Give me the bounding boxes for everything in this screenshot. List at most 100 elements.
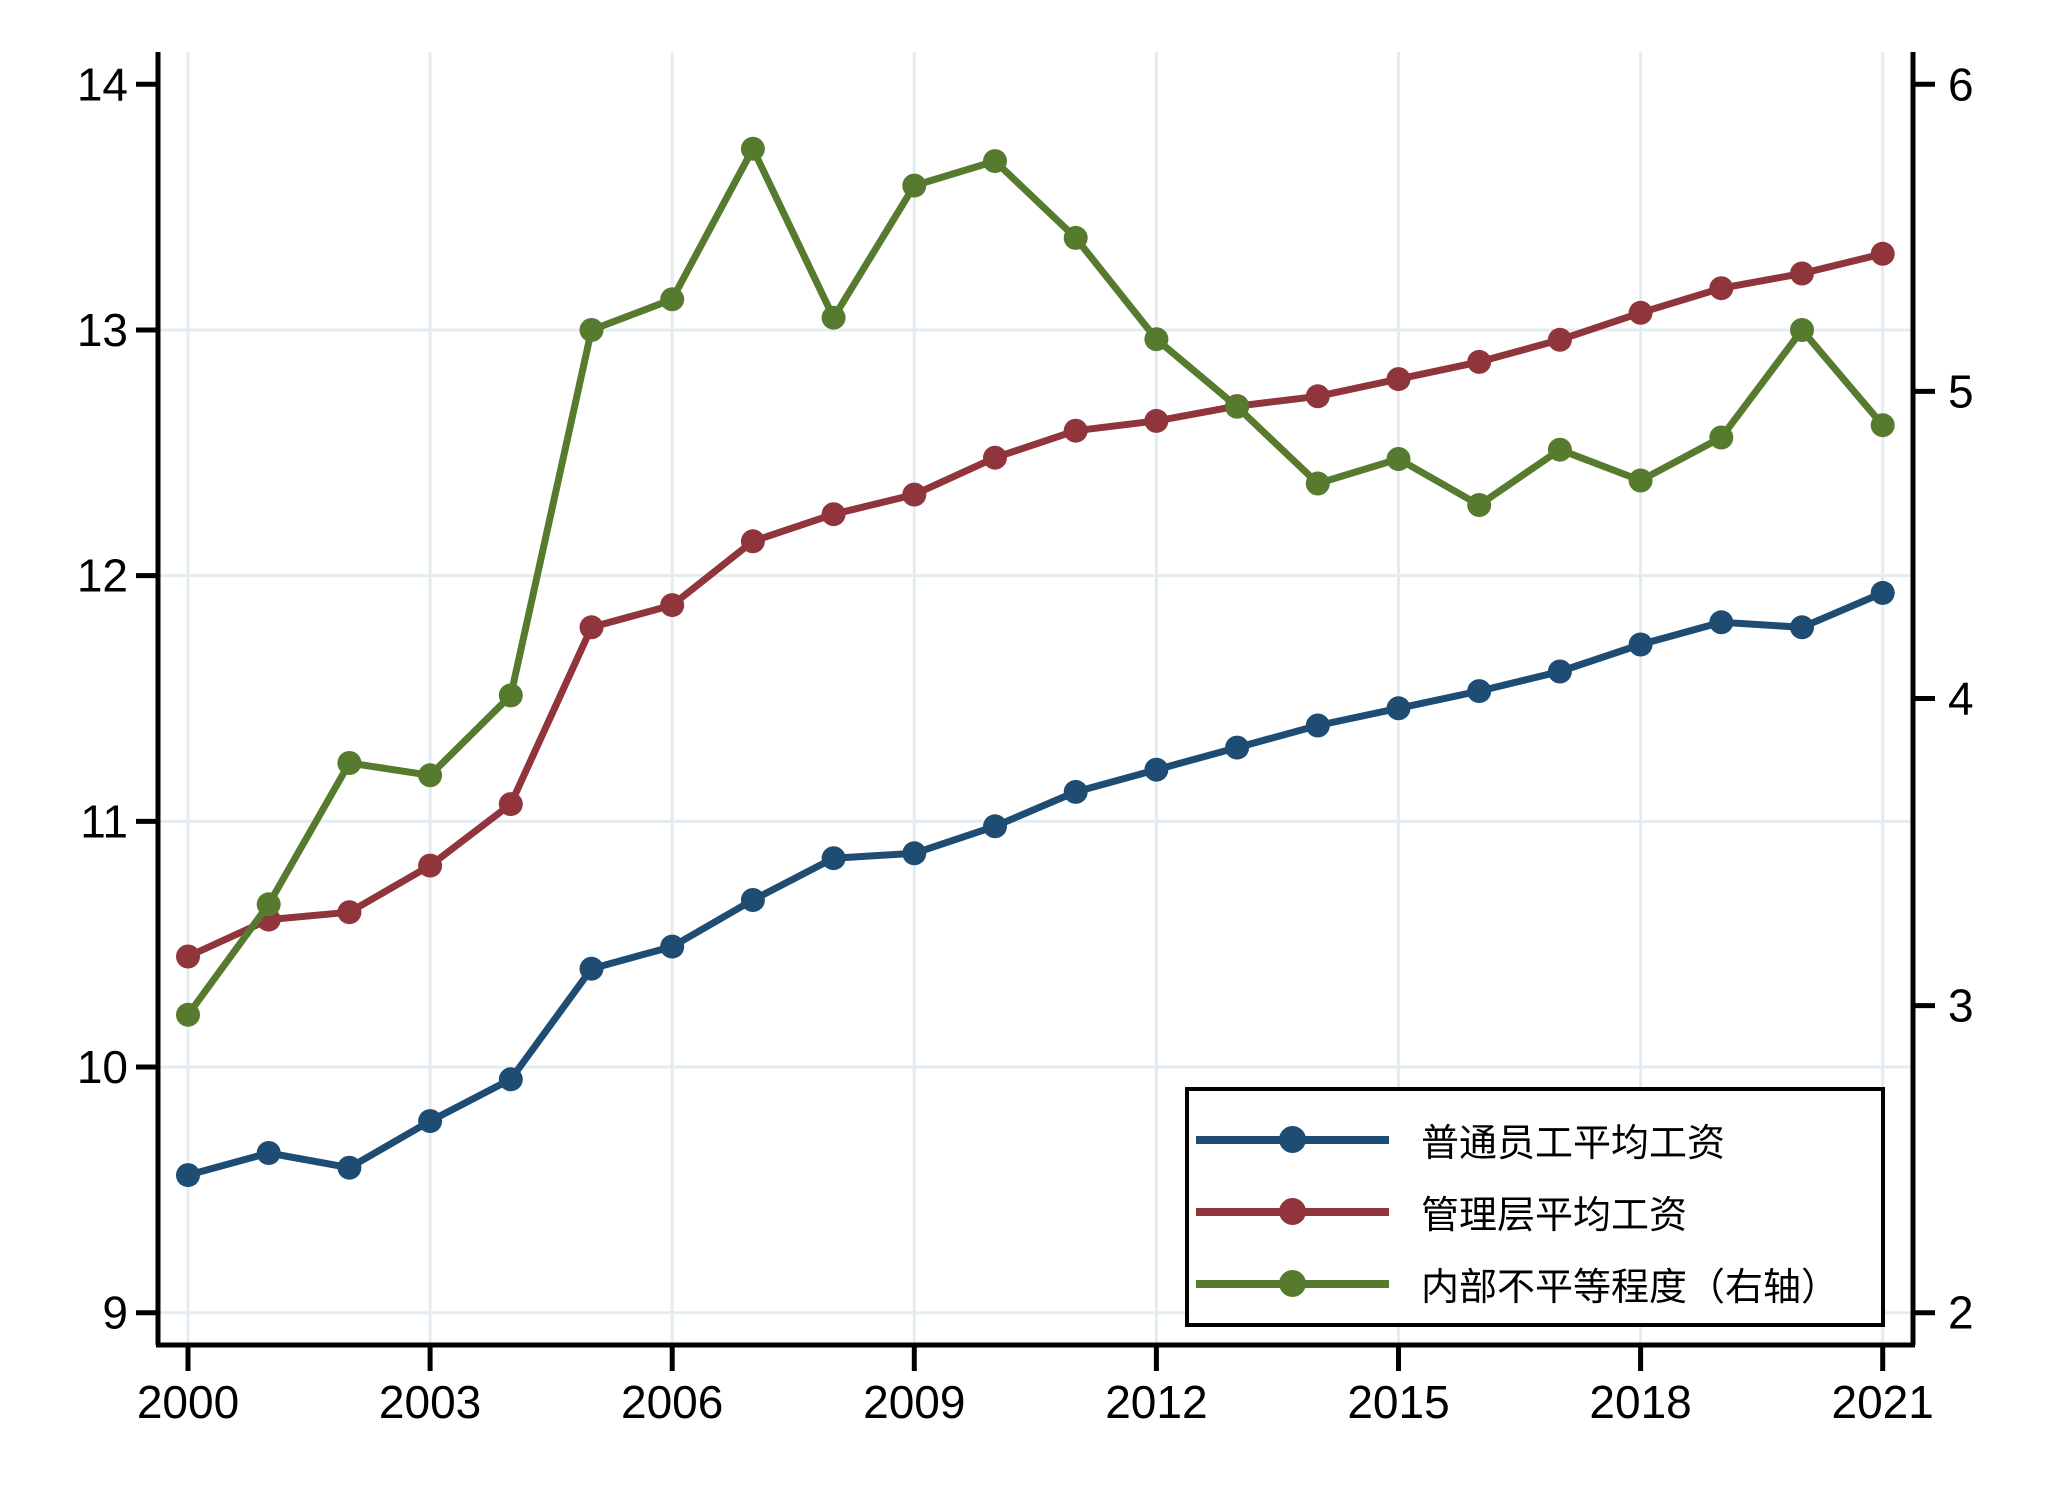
series-internal-inequality-point — [176, 1002, 200, 1027]
series-ordinary-employee-wage-point — [821, 846, 846, 871]
series-internal-inequality-line — [185, 145, 1886, 1017]
series-internal-inequality-point — [1547, 437, 1572, 462]
y-right-tick-label: 3 — [1948, 980, 1974, 1032]
series-internal-inequality-point — [1628, 468, 1653, 493]
legend-item-management-wage: 管理层平均工资 — [1189, 1175, 1881, 1247]
x-tick-label: 2021 — [1832, 1376, 1934, 1428]
series-ordinary-employee-wage-point — [1790, 615, 1814, 640]
series-management-wage-point — [418, 853, 443, 878]
x-tick-label: 2009 — [863, 1376, 965, 1428]
series-internal-inequality-point — [821, 305, 846, 330]
series-ordinary-employee-wage-line — [187, 589, 1885, 1179]
legend-label: 普通员工平均工资 — [1421, 1122, 1726, 1165]
series-ordinary-employee-wage-point — [1467, 679, 1492, 704]
series-management-wage-point — [902, 482, 927, 507]
series-ordinary-employee-wage-point — [1386, 696, 1411, 721]
series-internal-inequality-point — [1225, 394, 1250, 419]
series-internal-inequality-point — [740, 136, 765, 161]
series-ordinary-employee-wage-point — [1144, 757, 1169, 782]
series-internal-inequality-point — [418, 763, 443, 788]
x-tick-label: 2006 — [621, 1376, 723, 1428]
series-internal-inequality-point — [1144, 327, 1169, 352]
series-ordinary-employee-wage-point — [256, 1141, 281, 1165]
y-right-tick-label: 4 — [1948, 673, 1974, 725]
legend-label: 管理层平均工资 — [1421, 1194, 1688, 1237]
series-ordinary-employee-wage-point — [176, 1163, 200, 1188]
legend: 普通员工平均工资 管理层平均工资 内部不平等程度（右轴） — [1185, 1087, 1885, 1327]
x-tick-label: 2003 — [379, 1376, 481, 1428]
series-management-wage-point — [1063, 418, 1088, 443]
series-management-wage-point — [1547, 327, 1572, 352]
series-management-wage-point — [1628, 300, 1653, 325]
series-management-wage-point — [660, 593, 685, 618]
series-management-wage-point — [579, 615, 604, 640]
y-right-tick-label: 2 — [1948, 1287, 1974, 1339]
y-left-tick-label: 14 — [77, 58, 128, 110]
legend-swatch-line-dot — [1196, 1269, 1389, 1297]
series-management-wage-point — [176, 944, 200, 969]
x-tick-label: 2012 — [1105, 1376, 1207, 1428]
series-management-wage-point — [498, 792, 523, 817]
series-management-wage-point — [1709, 276, 1734, 301]
x-tick-label: 2000 — [137, 1376, 239, 1428]
y-left-tick-label: 10 — [77, 1041, 128, 1093]
series-ordinary-employee-wage-point — [418, 1109, 443, 1134]
series-management-wage-point — [1790, 261, 1814, 286]
series-ordinary-employee-wage-point — [740, 888, 765, 912]
series-internal-inequality-point — [579, 318, 604, 342]
series-management-wage-line — [186, 250, 1884, 960]
series-internal-inequality-point — [902, 173, 927, 198]
series-internal-inequality-point — [1063, 225, 1088, 250]
y-right-tick-label: 6 — [1948, 58, 1974, 110]
series-internal-inequality-point — [1709, 425, 1734, 450]
series-management-wage-point — [983, 445, 1007, 470]
series-internal-inequality-point — [1467, 493, 1492, 517]
legend-dot-icon — [1279, 1197, 1306, 1225]
legend-label: 内部不平等程度（右轴） — [1421, 1266, 1840, 1309]
series-ordinary-employee-wage-point — [498, 1067, 523, 1092]
legend-item-ordinary-employee-wage: 普通员工平均工资 — [1189, 1103, 1881, 1175]
series-internal-inequality-point — [983, 149, 1007, 174]
series-internal-inequality-point — [1790, 318, 1814, 342]
series-ordinary-employee-wage-point — [1547, 659, 1572, 684]
legend-dot-icon — [1279, 1125, 1306, 1153]
series-management-wage-point — [740, 529, 765, 554]
series-ordinary-employee-wage-point — [337, 1155, 362, 1180]
legend-swatch-line-dot — [1196, 1125, 1389, 1153]
y-right-tick-label: 5 — [1948, 365, 1974, 417]
series-ordinary-employee-wage-point — [1709, 610, 1734, 635]
series-ordinary-employee-wage-point — [1225, 735, 1250, 760]
legend-item-internal-inequality: 内部不平等程度（右轴） — [1189, 1247, 1881, 1319]
y-left-tick-label: 13 — [77, 304, 128, 356]
series-ordinary-employee-wage-point — [1628, 632, 1653, 657]
series-ordinary-employee-wage-point — [1305, 713, 1330, 738]
series-management-wage-point — [1386, 367, 1411, 392]
x-tick-label: 2015 — [1347, 1376, 1449, 1428]
series-internal-inequality-point — [660, 287, 685, 312]
series-internal-inequality-point — [1386, 447, 1411, 471]
y-left-tick-label: 11 — [80, 795, 128, 847]
series-internal-inequality-point — [1870, 413, 1895, 438]
y-left-tick-label: 9 — [102, 1287, 128, 1339]
series-ordinary-employee-wage-point — [660, 934, 685, 959]
series-internal-inequality-point — [1305, 471, 1330, 496]
series-internal-inequality-point — [498, 683, 523, 708]
series-ordinary-employee-wage-point — [902, 841, 927, 866]
series-internal-inequality-point — [337, 751, 362, 775]
series-management-wage-point — [1467, 349, 1492, 374]
series-ordinary-employee-wage-point — [983, 814, 1007, 839]
series-management-wage-point — [1144, 408, 1169, 433]
series-management-wage-point — [1870, 241, 1895, 266]
series-ordinary-employee-wage-point — [579, 956, 604, 981]
legend-swatch-line-dot — [1196, 1197, 1389, 1225]
x-tick-label: 2018 — [1589, 1376, 1691, 1428]
legend-dot-icon — [1279, 1269, 1306, 1297]
series-management-wage-point — [337, 900, 362, 925]
series-management-wage-point — [821, 502, 846, 527]
y-left-tick-label: 12 — [77, 550, 128, 602]
series-internal-inequality-point — [256, 892, 281, 917]
series-ordinary-employee-wage-point — [1870, 580, 1895, 605]
series-management-wage-point — [1305, 384, 1330, 409]
